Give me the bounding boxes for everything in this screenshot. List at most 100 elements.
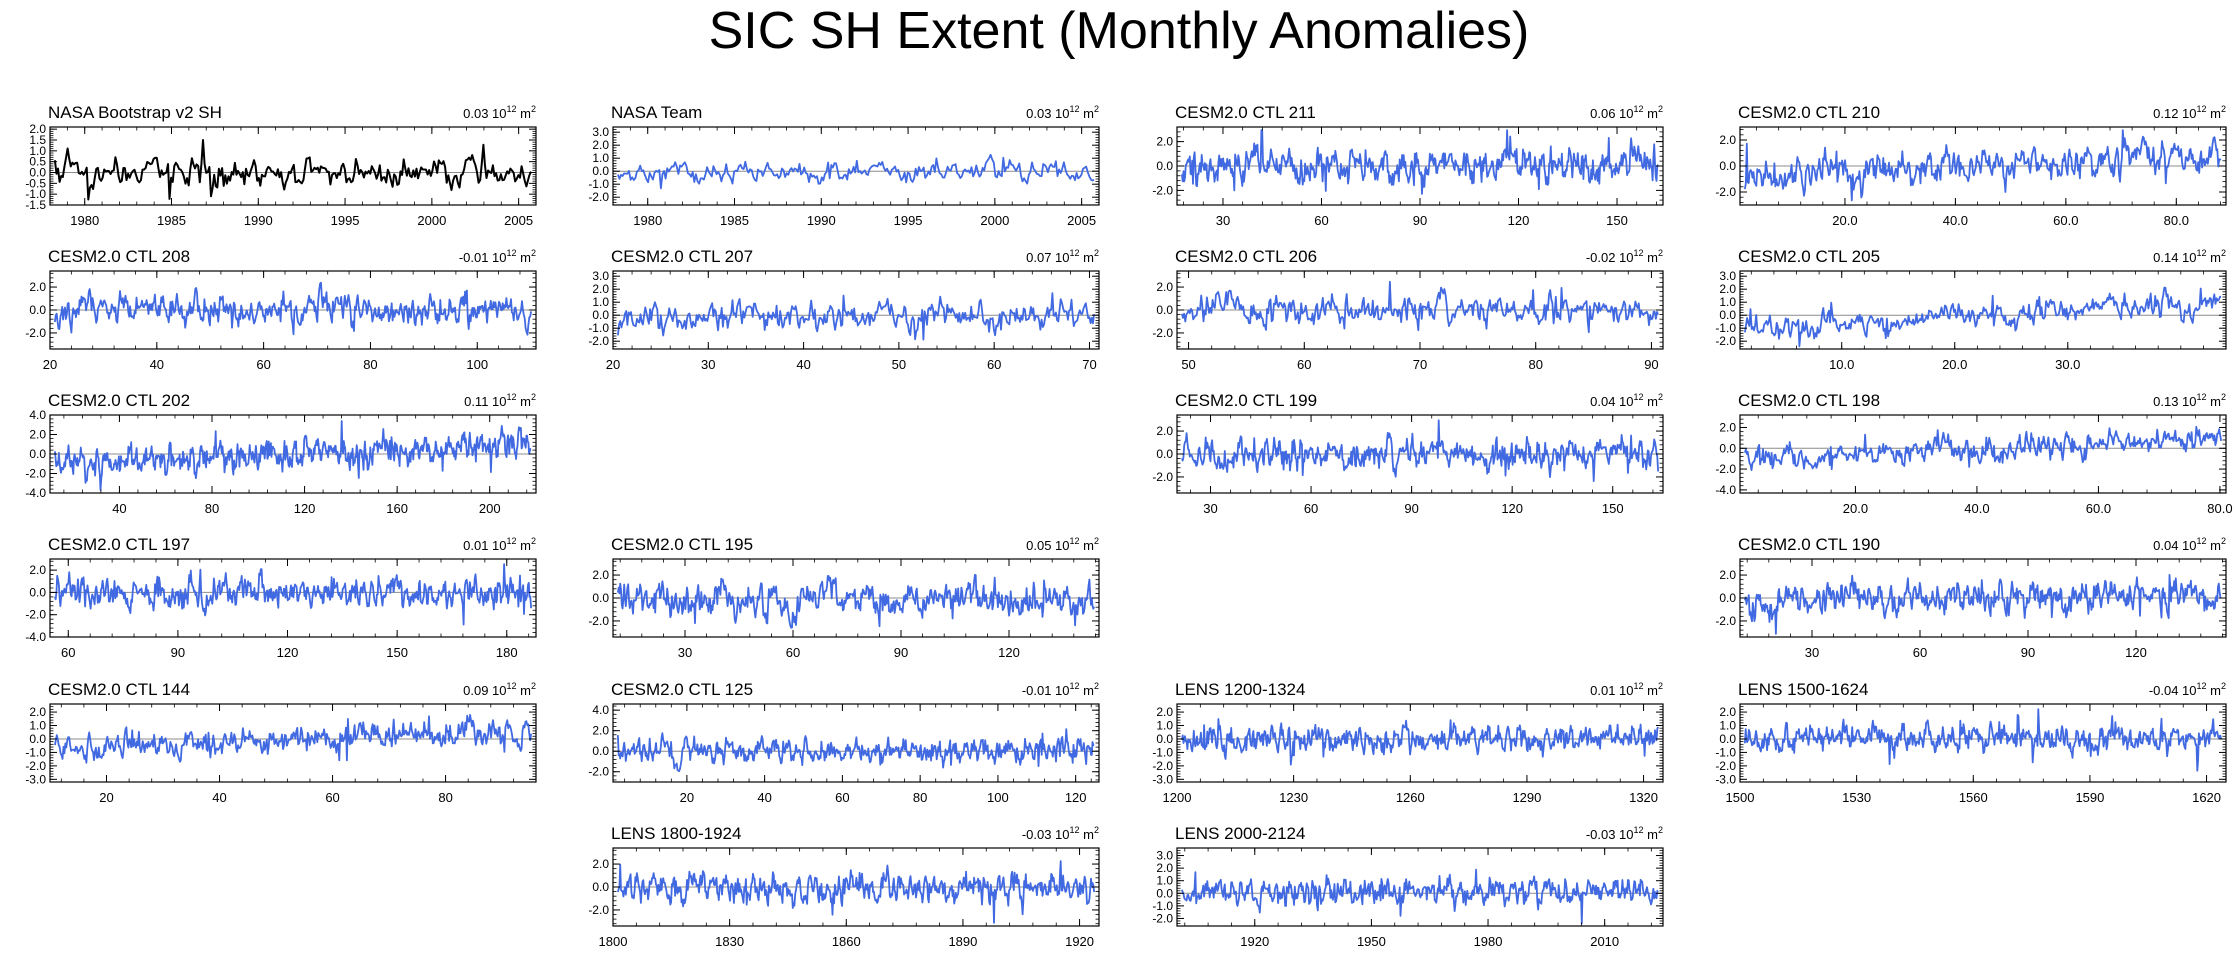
y-tick-label: 2.0 <box>29 428 46 442</box>
y-tick-label: -2.0 <box>588 334 609 348</box>
series-line <box>1744 129 2222 202</box>
y-tick-label: -1.0 <box>25 187 46 201</box>
panel-title: LENS 2000-2124 <box>1175 824 1305 843</box>
x-tick-label: 70 <box>1413 357 1427 372</box>
y-tick-label: 2.0 <box>1719 133 1736 147</box>
series-line <box>617 728 1095 773</box>
x-tick-label: 1800 <box>599 934 628 949</box>
x-tick-label: 1980 <box>70 213 99 228</box>
plot-frame <box>1739 703 2227 783</box>
panel-stat: -0.03 1012 m2 <box>1022 825 1099 842</box>
y-tick-label: -2.0 <box>1715 462 1736 476</box>
x-tick-label: 40 <box>757 790 771 805</box>
x-tick-label: 1980 <box>633 213 662 228</box>
y-tick-label: 4.0 <box>29 408 46 422</box>
y-tick-label: -3.0 <box>1152 772 1173 786</box>
x-tick-label: 120 <box>294 501 316 516</box>
x-tick-label: 60 <box>1304 501 1318 516</box>
y-tick-label: 1.0 <box>1719 719 1736 733</box>
x-tick-label: 90 <box>894 645 908 660</box>
x-tick-label: 1260 <box>1396 790 1425 805</box>
panel-stat: 0.12 1012 m2 <box>2153 104 2226 121</box>
x-tick-label: 90 <box>1404 501 1418 516</box>
y-tick-label: -1.0 <box>1715 321 1736 335</box>
series-line <box>1181 868 1659 925</box>
x-tick-label: 120 <box>1065 790 1087 805</box>
x-tick-label: 1920 <box>1065 934 1094 949</box>
x-tick-label: 60 <box>1297 357 1311 372</box>
panel: LENS 2000-2124 -0.03 1012 m2 1920 1950 1980 2… <box>1152 824 1664 949</box>
panel-stat: -0.01 1012 m2 <box>459 248 536 265</box>
x-tick-label: 2005 <box>1067 213 1096 228</box>
x-tick-label: 20 <box>606 357 620 372</box>
panel: LENS 1500-1624 -0.04 1012 m2 1500 1530 1560 1… <box>1715 680 2227 805</box>
x-tick-label: 120 <box>277 645 299 660</box>
y-tick-label: 0.0 <box>592 308 609 322</box>
x-tick-label: 1950 <box>1357 934 1386 949</box>
panel-stat: 0.04 1012 m2 <box>2153 536 2226 553</box>
figure-title: SIC SH Extent (Monthly Anomalies) <box>708 2 1530 60</box>
x-tick-label: 2005 <box>504 213 533 228</box>
y-tick-label: 0.0 <box>29 447 46 461</box>
y-tick-label: 0.0 <box>1719 308 1736 322</box>
x-tick-label: 20.0 <box>1942 357 1967 372</box>
x-tick-label: 1620 <box>2192 790 2221 805</box>
x-tick-label: 2000 <box>980 213 1009 228</box>
x-tick-label: 90 <box>171 645 185 660</box>
x-tick-label: 1920 <box>1240 934 1269 949</box>
plot-frame <box>1176 847 1664 927</box>
panel-title: CESM2.0 CTL 144 <box>48 680 190 699</box>
panel: CESM2.0 CTL 208 -0.01 1012 m2 20 40 60 80 100 2… <box>25 247 537 372</box>
y-tick-label: -2.0 <box>1152 911 1173 925</box>
x-tick-label: 30 <box>1216 213 1230 228</box>
y-tick-label: 0.0 <box>1156 886 1173 900</box>
y-tick-label: 3.0 <box>1719 269 1736 283</box>
panel: CESM2.0 CTL 205 0.14 1012 m2 10.0 20.0 30.0 3… <box>1715 247 2227 372</box>
panel-title: LENS 1500-1624 <box>1738 680 1868 699</box>
panel: CESM2.0 CTL 144 0.09 1012 m2 20 40 60 80 2.01.… <box>25 680 537 805</box>
x-tick-label: 90 <box>1644 357 1658 372</box>
x-tick-label: 1990 <box>244 213 273 228</box>
plot-frame <box>49 558 537 638</box>
y-tick-label: 2.0 <box>1156 280 1173 294</box>
y-tick-label: 0.0 <box>1156 732 1173 746</box>
panel-stat: -0.04 1012 m2 <box>2149 681 2226 698</box>
panel-stat: 0.06 1012 m2 <box>1590 104 1663 121</box>
x-tick-label: 100 <box>466 357 488 372</box>
x-tick-label: 1560 <box>1959 790 1988 805</box>
y-tick-label: -2.0 <box>25 759 46 773</box>
x-tick-label: 60.0 <box>2053 213 2078 228</box>
x-tick-label: 1590 <box>2075 790 2104 805</box>
panel: CESM2.0 CTL 199 0.04 1012 m2 30 60 90 120 150 2… <box>1152 391 1664 516</box>
panel-title: CESM2.0 CTL 125 <box>611 680 753 699</box>
y-tick-label: -1.0 <box>588 177 609 191</box>
y-tick-label: 2.0 <box>1719 568 1736 582</box>
x-tick-label: 2000 <box>417 213 446 228</box>
y-tick-label: 0.0 <box>592 164 609 178</box>
x-tick-label: 40 <box>150 357 164 372</box>
panel-title: CESM2.0 CTL 206 <box>1175 247 1317 266</box>
panel-title: CESM2.0 CTL 198 <box>1738 391 1880 410</box>
y-tick-label: 2.0 <box>592 568 609 582</box>
x-tick-label: 1995 <box>894 213 923 228</box>
x-tick-label: 1500 <box>1726 790 1755 805</box>
x-tick-label: 150 <box>1602 501 1624 516</box>
y-tick-label: -4.0 <box>25 630 46 644</box>
panel-stat: 0.11 1012 m2 <box>464 392 536 409</box>
x-tick-label: 160 <box>386 501 408 516</box>
x-tick-label: 120 <box>1501 501 1523 516</box>
y-tick-label: -2.0 <box>588 765 609 779</box>
y-tick-label: 2.0 <box>1719 420 1736 434</box>
x-tick-label: 1200 <box>1163 790 1192 805</box>
x-tick-label: 60 <box>1913 645 1927 660</box>
x-tick-label: 150 <box>386 645 408 660</box>
x-tick-label: 1985 <box>720 213 749 228</box>
panel-stat: 0.09 1012 m2 <box>463 681 536 698</box>
y-tick-label: 1.0 <box>1156 719 1173 733</box>
y-tick-label: 0.0 <box>592 744 609 758</box>
panel-stat: -0.01 1012 m2 <box>1022 681 1099 698</box>
x-tick-label: 10.0 <box>1829 357 1854 372</box>
series-line <box>1744 425 2222 472</box>
x-tick-label: 60 <box>835 790 849 805</box>
panel-stat: -0.02 1012 m2 <box>1586 248 1663 265</box>
